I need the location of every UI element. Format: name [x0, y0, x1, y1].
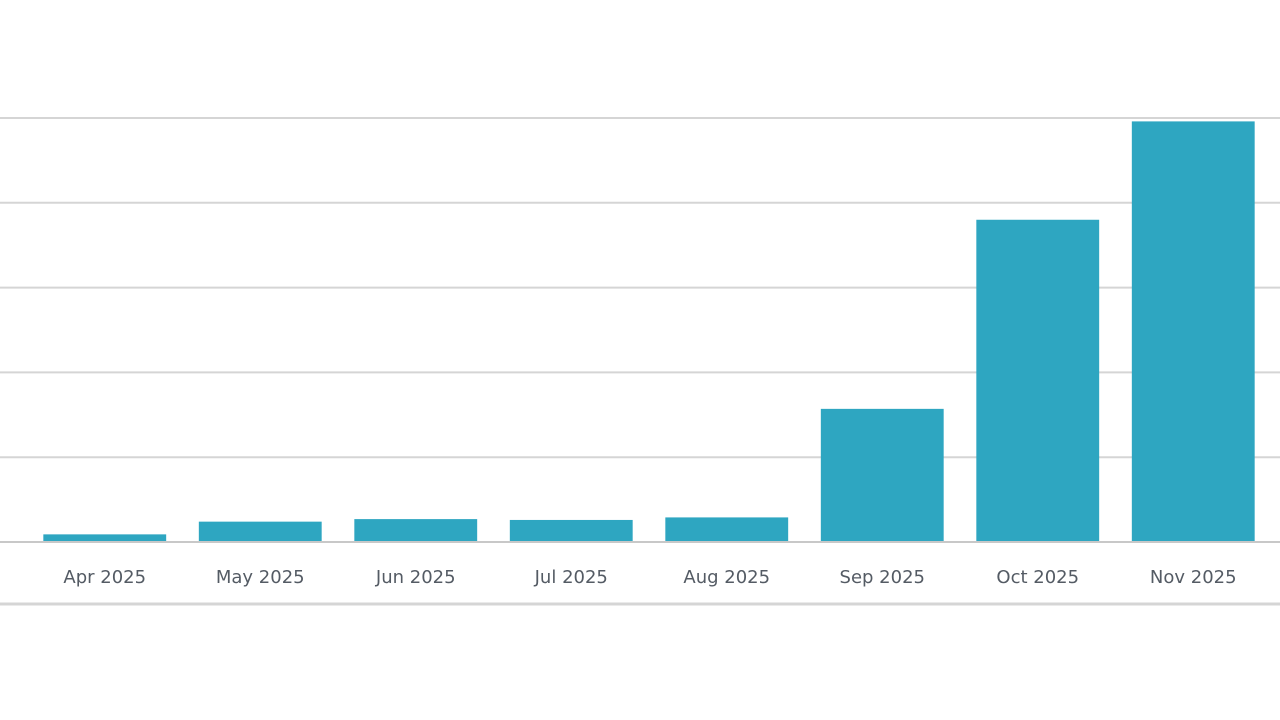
bar: [665, 517, 789, 542]
bar: [198, 521, 322, 542]
x-tick-label: Jul 2025: [534, 567, 608, 588]
x-tick-label: Apr 2025: [63, 567, 146, 588]
x-tick-label: Nov 2025: [1150, 567, 1237, 588]
x-tick-label: Jun 2025: [375, 567, 456, 588]
bar: [1131, 121, 1255, 542]
bar: [820, 408, 944, 542]
x-tick-label: May 2025: [216, 567, 305, 588]
bar: [43, 534, 167, 542]
x-tick-label: Aug 2025: [683, 567, 770, 588]
x-tick-label: Sep 2025: [840, 567, 925, 588]
bar: [976, 219, 1100, 542]
x-tick-label: Oct 2025: [996, 567, 1079, 588]
bar: [354, 519, 478, 542]
bar: [509, 519, 633, 542]
